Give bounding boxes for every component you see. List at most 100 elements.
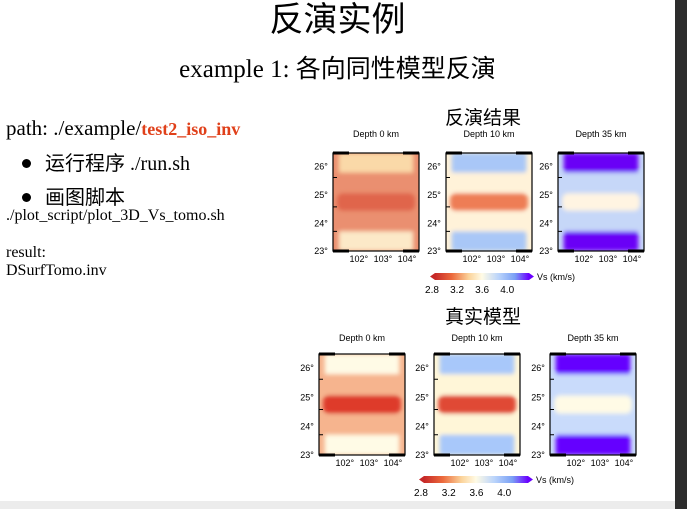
panel-frame-ticks xyxy=(333,151,419,253)
panel-frame-ticks xyxy=(558,151,644,253)
y-tick-label: 23° xyxy=(314,246,328,256)
heatmap-band xyxy=(324,354,400,375)
x-tick-label: 102° xyxy=(335,458,354,468)
bullet-plot: 画图脚本 xyxy=(22,181,125,210)
x-tick-label: 103° xyxy=(591,458,610,468)
x-tick-label: 103° xyxy=(599,254,618,264)
heatmap-panel xyxy=(446,153,532,251)
panel-title: Depth 0 km xyxy=(339,333,385,343)
y-tick-label: 26° xyxy=(300,363,314,373)
y-tick-label: 23° xyxy=(427,246,441,256)
heatmap-background xyxy=(434,354,520,455)
panel-frame xyxy=(433,353,521,456)
y-tick-label: 25° xyxy=(314,190,328,200)
panel-frame-ticks xyxy=(446,151,532,253)
heatmap-background xyxy=(550,354,636,455)
panel-frame xyxy=(549,353,637,456)
script-path: ./plot_script/plot_3D_Vs_tomo.sh xyxy=(6,207,225,224)
panel-frame-ticks xyxy=(434,352,520,457)
path-prefix: path: ./example/ xyxy=(6,116,142,140)
heatmap-band xyxy=(439,354,515,375)
y-tick-label: 23° xyxy=(300,450,314,460)
heatmap-blur-group xyxy=(434,354,520,455)
heatmap-band xyxy=(338,153,414,173)
x-tick-label: 104° xyxy=(511,254,530,264)
x-tick-label: 103° xyxy=(475,458,494,468)
heatmap-panel xyxy=(550,354,636,455)
heatmap-blur-group xyxy=(333,153,419,251)
bullet-run-text: 运行程序 ./run.sh xyxy=(45,153,190,175)
inversion-result-title: 反演结果 xyxy=(445,108,522,129)
colorbar-right-arrow xyxy=(528,476,533,483)
y-tick-label: 25° xyxy=(539,190,553,200)
bullet-run: 运行程序 ./run.sh xyxy=(22,147,190,176)
colorbar-tick-label: 4.0 xyxy=(497,488,511,499)
heatmap-band xyxy=(337,193,415,211)
bullet-dot-icon xyxy=(22,158,31,168)
y-tick-label: 23° xyxy=(539,246,553,256)
panel-y-ticks xyxy=(446,177,450,232)
heatmap-background xyxy=(558,153,644,251)
path-line: path: ./example/test2_iso_inv xyxy=(6,116,240,141)
heatmap-band xyxy=(555,434,631,455)
panel-frame xyxy=(318,353,406,456)
y-tick-label: 25° xyxy=(531,392,545,402)
y-tick-label: 25° xyxy=(427,190,441,200)
y-tick-label: 26° xyxy=(427,162,441,172)
y-tick-label: 24° xyxy=(300,422,314,432)
x-tick-label: 104° xyxy=(384,458,403,468)
x-tick-label: 104° xyxy=(398,254,417,264)
heatmap-panel xyxy=(434,354,520,455)
x-tick-label: 104° xyxy=(499,458,518,468)
panel-frame xyxy=(445,152,533,252)
heatmap-band xyxy=(434,414,520,435)
x-tick-label: 104° xyxy=(623,254,642,264)
heatmap-band xyxy=(450,193,528,211)
heatmap-band xyxy=(446,211,532,232)
colorbar-tick-label: 2.8 xyxy=(414,488,428,499)
colorbar-left-arrow xyxy=(430,273,435,280)
right-edge-bar xyxy=(675,0,687,509)
path-highlight: test2_iso_inv xyxy=(141,119,241,139)
heatmap-blur-group xyxy=(550,354,636,455)
slide-subtitle: example 1: 各向同性模型反演 xyxy=(179,56,496,83)
panel-title: Depth 35 km xyxy=(567,333,618,343)
heatmap-band xyxy=(558,172,644,193)
heatmap-background xyxy=(333,153,419,251)
y-tick-label: 26° xyxy=(415,363,429,373)
colorbar-right-arrow xyxy=(529,273,534,280)
panel-frame-ticks xyxy=(550,352,636,457)
panel-y-ticks xyxy=(333,177,337,232)
x-tick-label: 103° xyxy=(360,458,379,468)
heatmap-band xyxy=(434,374,520,395)
panel-title: Depth 0 km xyxy=(353,129,399,139)
y-tick-label: 24° xyxy=(531,422,545,432)
colorbar-label: Vs (km/s) xyxy=(536,475,574,485)
panel-frame xyxy=(557,152,645,252)
slide-title: 反演实例 xyxy=(269,2,406,39)
x-tick-label: 102° xyxy=(450,458,469,468)
heatmap-band xyxy=(451,231,527,251)
colorbar-tick-label: 3.2 xyxy=(450,285,464,296)
heatmap-band xyxy=(563,231,639,251)
result-file: DSurfTomo.inv xyxy=(6,262,107,279)
heatmap-blur-group xyxy=(558,153,644,251)
x-tick-label: 103° xyxy=(374,254,393,264)
panel-y-ticks xyxy=(550,378,554,436)
y-tick-label: 25° xyxy=(415,392,429,402)
y-tick-label: 26° xyxy=(531,363,545,373)
panel-y-ticks xyxy=(434,378,438,436)
result-label: result: xyxy=(6,244,46,261)
heatmap-band xyxy=(338,231,414,251)
y-tick-label: 24° xyxy=(415,422,429,432)
y-tick-label: 23° xyxy=(415,450,429,460)
colorbar-tick-label: 2.8 xyxy=(425,285,439,296)
heatmap-band xyxy=(558,211,644,232)
bullet-dot-icon xyxy=(22,192,31,202)
heatmap-band xyxy=(563,153,639,173)
colorbar-tick-label: 3.6 xyxy=(475,285,489,296)
heatmap-blur-group xyxy=(319,354,405,455)
heatmap-band xyxy=(319,374,405,395)
panel-title: Depth 10 km xyxy=(451,333,502,343)
heatmap-band xyxy=(550,374,636,395)
